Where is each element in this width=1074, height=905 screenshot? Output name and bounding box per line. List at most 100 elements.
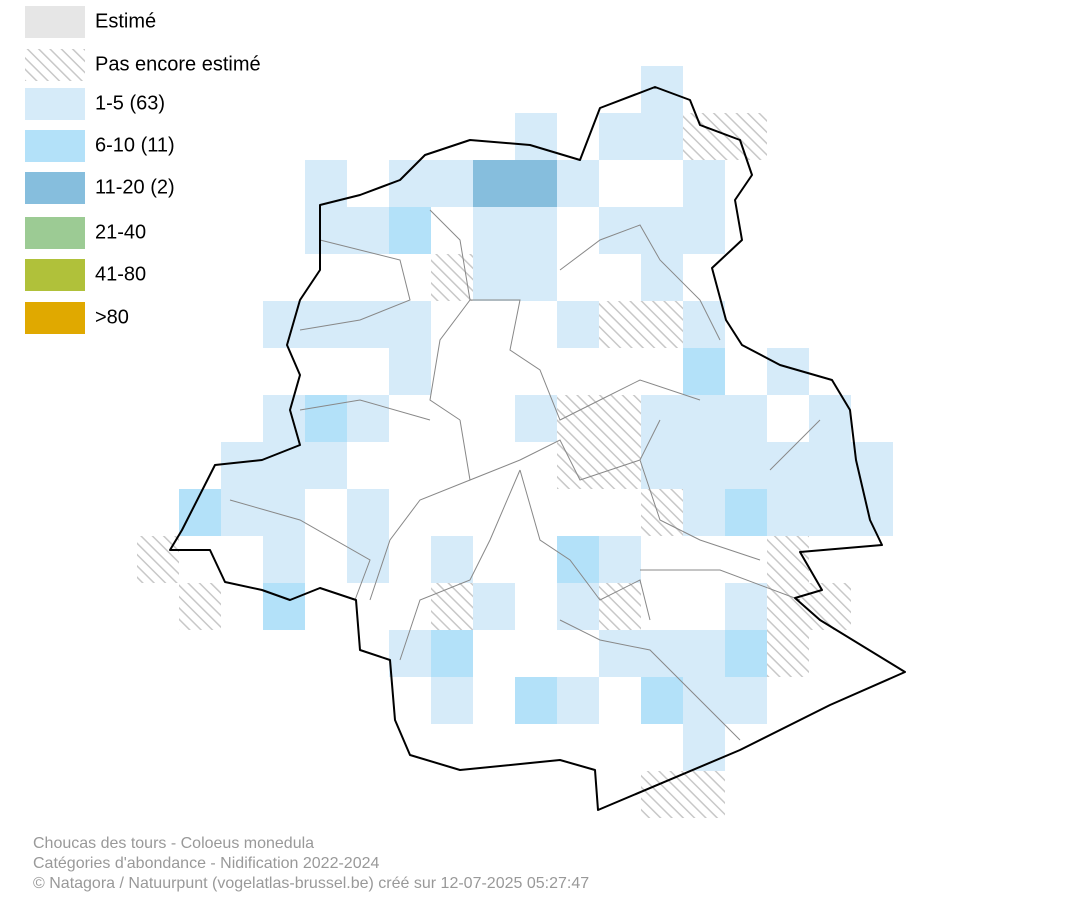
legend: Estimé Pas encore estimé 1-5 (63) 6-10 (11)… — [25, 6, 261, 334]
grid-cell — [515, 254, 557, 301]
legend-swatch — [25, 217, 85, 249]
grid-cell — [347, 489, 389, 536]
grid-cell — [515, 207, 557, 254]
grid-cell — [263, 395, 305, 442]
grid-cell — [221, 442, 263, 489]
grid-cell — [263, 442, 305, 489]
grid-cell — [263, 536, 305, 583]
grid-cell — [305, 207, 347, 254]
grid-cell — [347, 395, 389, 442]
grid-cell — [641, 677, 683, 724]
grid-cell — [599, 207, 641, 254]
grid-cell — [557, 677, 599, 724]
grid-cell — [767, 489, 809, 536]
grid-cell — [179, 489, 221, 536]
grid-cell — [767, 583, 809, 630]
legend-swatch — [25, 6, 85, 38]
legend-swatch — [25, 259, 85, 291]
grid-cell — [767, 630, 809, 677]
grid-cell — [683, 442, 725, 489]
grid-cell — [683, 771, 725, 818]
grid-cell — [725, 677, 767, 724]
grid-cell — [431, 677, 473, 724]
grid-cell — [683, 113, 725, 160]
legend-label: Estimé — [95, 10, 156, 32]
grid-cell — [473, 583, 515, 630]
grid-cell — [809, 442, 851, 489]
grid-cell — [767, 442, 809, 489]
grid-cell — [515, 395, 557, 442]
grid-cell — [515, 113, 557, 160]
grid-cell — [683, 348, 725, 395]
grid-cell — [305, 442, 347, 489]
grid-cell — [431, 160, 473, 207]
legend-swatch — [25, 172, 85, 204]
grid-cell — [767, 536, 809, 583]
grid-cell — [137, 536, 179, 583]
grid-cell — [599, 536, 641, 583]
legend-label: 11-20 (2) — [95, 176, 175, 198]
grid-cells — [137, 66, 893, 818]
legend-label: 6-10 (11) — [95, 134, 175, 156]
grid-cell — [599, 630, 641, 677]
grid-cell — [599, 442, 641, 489]
grid-cell — [683, 160, 725, 207]
grid-cell — [347, 301, 389, 348]
legend-swatch — [25, 49, 85, 81]
grid-cell — [641, 771, 683, 818]
grid-cell — [641, 630, 683, 677]
grid-cell — [725, 489, 767, 536]
grid-cell — [683, 489, 725, 536]
grid-cell — [599, 395, 641, 442]
grid-cell — [557, 536, 599, 583]
grid-cell — [641, 254, 683, 301]
grid-cell — [389, 207, 431, 254]
grid-cell — [515, 160, 557, 207]
grid-cell — [641, 395, 683, 442]
grid-cell — [683, 395, 725, 442]
grid-cell — [557, 160, 599, 207]
legend-swatch — [25, 88, 85, 120]
grid-cell — [389, 160, 431, 207]
grid-cell — [725, 395, 767, 442]
grid-cell — [473, 207, 515, 254]
grid-cell — [515, 677, 557, 724]
legend-label: 21-40 — [95, 221, 146, 243]
grid-cell — [809, 583, 851, 630]
grid-cell — [683, 724, 725, 771]
grid-cell — [389, 630, 431, 677]
grid-cell — [347, 536, 389, 583]
grid-cell — [641, 113, 683, 160]
grid-cell — [305, 301, 347, 348]
legend-swatch — [25, 130, 85, 162]
grid-cell — [389, 301, 431, 348]
grid-cell — [431, 630, 473, 677]
grid-cell — [599, 113, 641, 160]
grid-cell — [431, 583, 473, 630]
grid-cell — [473, 254, 515, 301]
grid-cell — [389, 348, 431, 395]
grid-cell — [725, 630, 767, 677]
grid-cell — [725, 442, 767, 489]
grid-cell — [683, 630, 725, 677]
grid-cell — [179, 583, 221, 630]
legend-label: >80 — [95, 306, 129, 328]
grid-cell — [683, 207, 725, 254]
grid-cell — [347, 207, 389, 254]
grid-cell — [725, 583, 767, 630]
region-outline — [169, 86, 906, 811]
grid-cell — [683, 677, 725, 724]
grid-cell — [851, 489, 893, 536]
footer-line: Catégories d'abondance - Nidification 20… — [33, 855, 380, 872]
grid-cell — [431, 536, 473, 583]
grid-cell — [641, 489, 683, 536]
grid-cell — [641, 301, 683, 348]
grid-cell — [263, 489, 305, 536]
grid-cell — [809, 395, 851, 442]
grid-cell — [263, 583, 305, 630]
grid-cell — [305, 395, 347, 442]
legend-label: 41-80 — [95, 263, 146, 285]
grid-cell — [599, 583, 641, 630]
grid-cell — [641, 442, 683, 489]
